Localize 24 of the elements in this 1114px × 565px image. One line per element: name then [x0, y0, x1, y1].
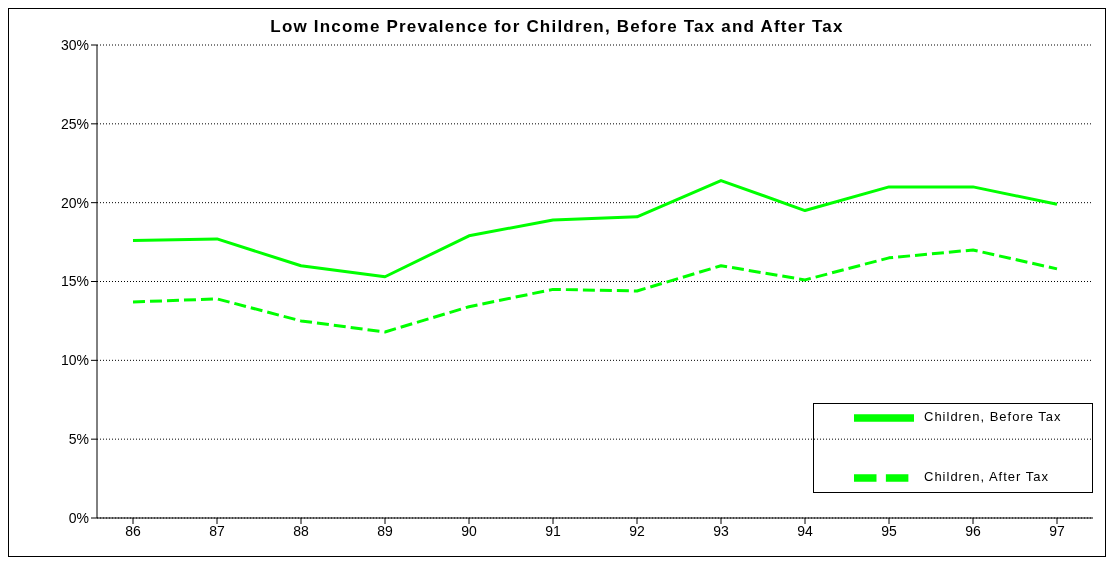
x-tick-label: 95 — [881, 522, 897, 539]
line-series — [131, 179, 1059, 279]
y-tick-label: 5% — [68, 431, 89, 448]
y-tick-label: 15% — [60, 273, 89, 290]
y-tick-label: 30% — [60, 36, 89, 53]
x-tick-label: 87 — [209, 522, 225, 539]
x-tick-label: 96 — [965, 522, 981, 539]
line-series — [131, 248, 1059, 334]
x-tick-label: 89 — [377, 522, 393, 539]
x-tick-label: 86 — [125, 522, 141, 539]
y-tick-label: 0% — [68, 509, 89, 526]
x-tick-label: 88 — [293, 522, 309, 539]
x-tick-label: 91 — [545, 522, 561, 539]
legend-label: Children, Before Tax — [924, 409, 1062, 425]
legend-label: Children, After Tax — [924, 469, 1049, 485]
y-tick-label: 10% — [60, 352, 89, 369]
x-tick-label: 94 — [797, 522, 813, 539]
y-tick-label: 25% — [60, 115, 89, 132]
x-tick-label: 93 — [713, 522, 729, 539]
x-tick-label: 92 — [629, 522, 645, 539]
chart-title: Low Income Prevalence for Children, Before Tax and After Tax — [269, 17, 845, 37]
x-tick-label: 90 — [461, 522, 477, 539]
x-tick-label: 97 — [1049, 522, 1065, 539]
y-tick-label: 20% — [60, 194, 89, 211]
